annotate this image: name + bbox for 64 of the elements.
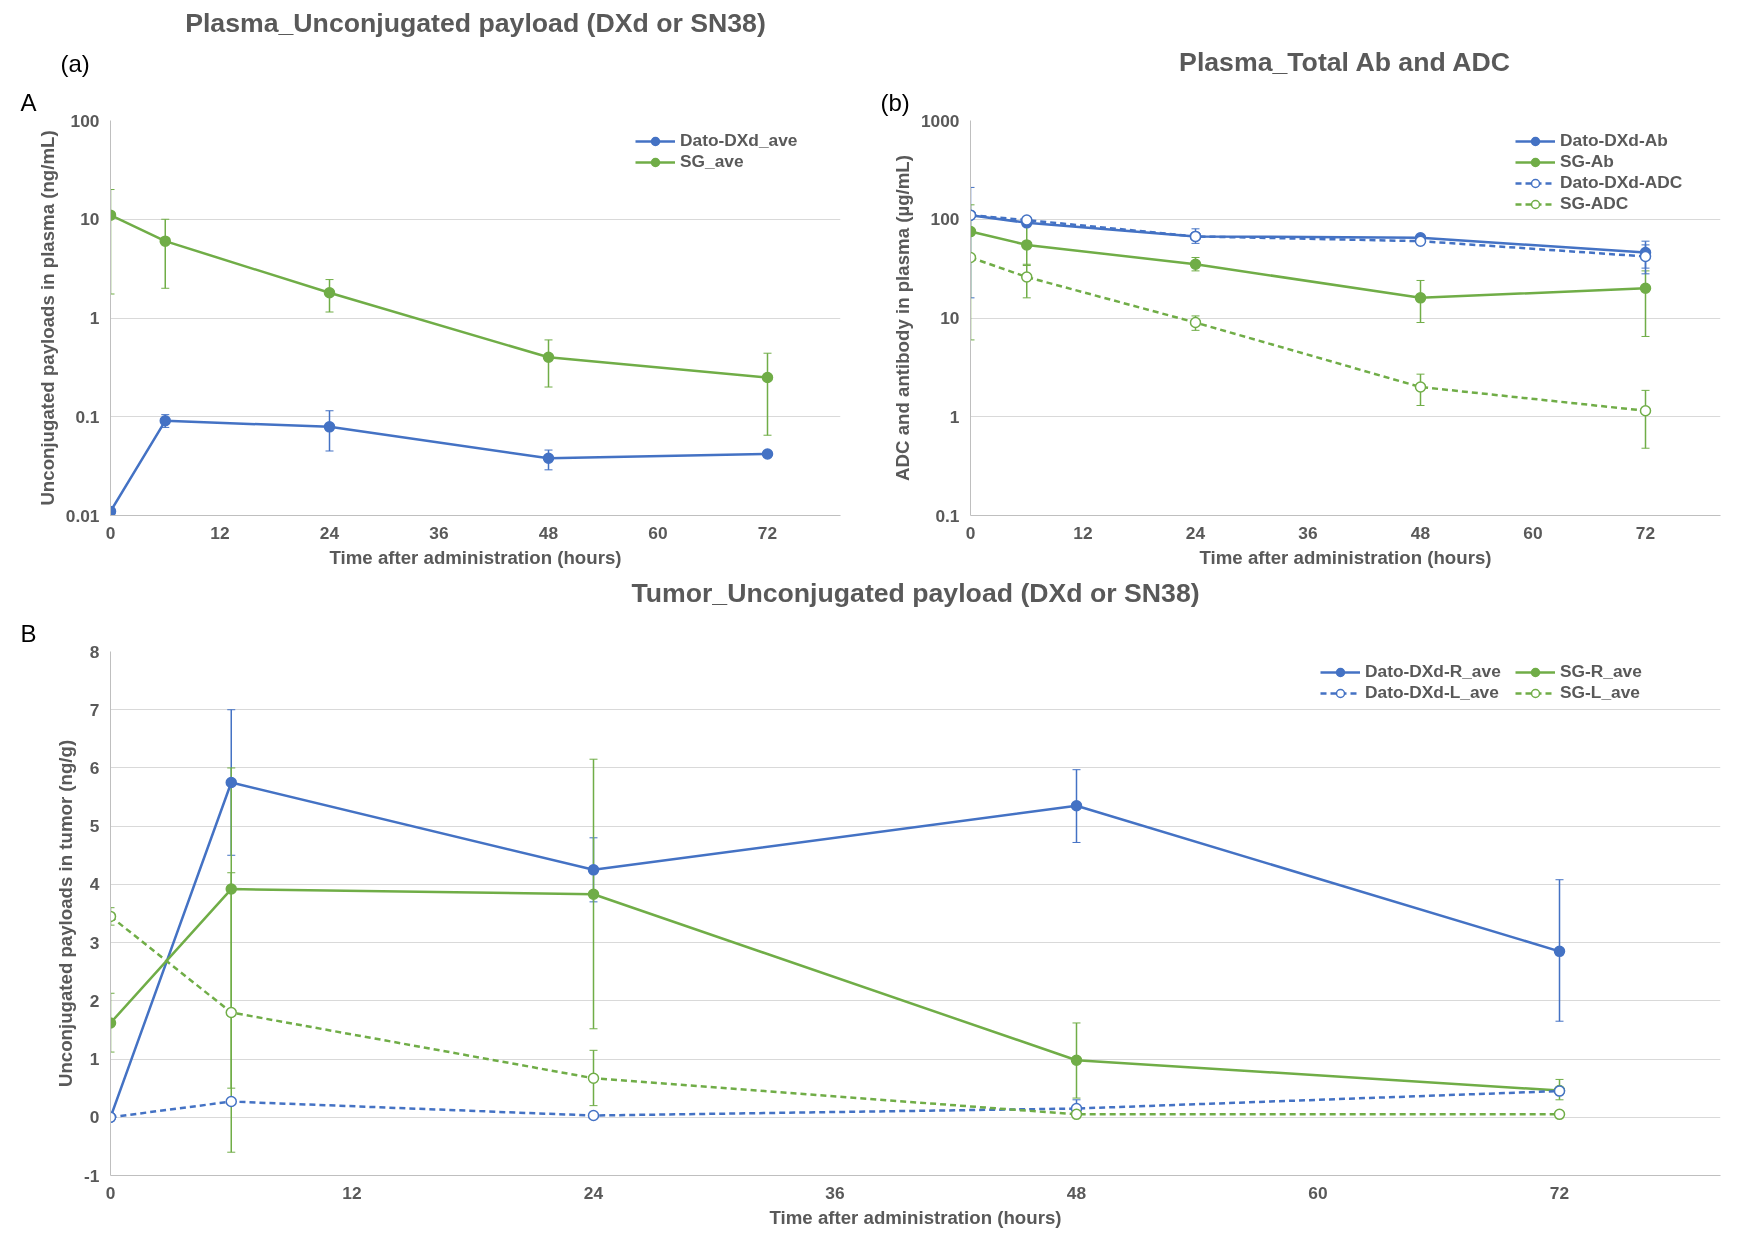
y-tick-label: 4 [89,874,100,895]
y-tick-label: 5 [89,816,100,837]
legend-label: Dato-DXd-Ab [1560,130,1669,151]
y-axis-title: Unconjugated payloads in plasma (ng/mL) [36,130,58,506]
y-tick-label: 1 [89,1049,100,1070]
x-tick-label: 36 [429,522,449,543]
x-tick-label: 12 [210,522,230,543]
x-tick-label: 12 [342,1182,362,1203]
x-tick-label: 72 [757,522,778,543]
y-tick-label: 1000 [920,110,960,131]
chart-title: Plasma_Unconjugated payload (DXd or SN38) [185,7,766,38]
x-tick-label: 24 [1185,522,1206,543]
y-tick-label: 8 [89,641,100,662]
y-tick-label: 1 [949,406,960,427]
chart-title: Plasma_Total Ab and ADC [1179,46,1510,77]
y-tick-label: 10 [80,209,100,230]
y-axis-title: Unconjugated payloads in tumor (ng/g) [55,739,77,1088]
legend-label: Dato-DXd-L_ave [1365,682,1500,703]
x-tick-label: 72 [1549,1182,1570,1203]
x-tick-label: 0 [965,522,976,543]
y-tick-label: 0.1 [75,406,100,427]
legend-label: SG-R_ave [1560,661,1643,682]
legend-label: Dato-DXd-ADC [1560,172,1684,193]
y-tick-label: 1 [89,308,100,328]
text: B [20,619,37,647]
y-tick-label: 3 [89,932,100,953]
x-tick-label: 24 [583,1182,604,1203]
x-tick-label: 60 [648,522,668,543]
y-tick-label: 6 [89,757,100,778]
y-tick-label: 2 [89,990,100,1011]
y-tick-label: 100 [70,110,100,131]
x-tick-label: 60 [1308,1182,1328,1203]
text: (b) [880,88,910,116]
legend-label: Dato-DXd_ave [680,130,799,151]
x-tick-label: 36 [1298,522,1318,543]
x-axis-title: Time after administration (hours) [769,1206,1062,1228]
legend-label: Dato-DXd-R_ave [1365,661,1502,682]
y-axis-title: ADC and antibody in plasma (µg/mL) [891,155,913,481]
y-tick-label: 100 [930,209,960,230]
x-tick-label: 48 [538,522,559,543]
x-tick-label: 24 [319,522,340,543]
text: A [20,88,37,116]
x-axis-title: Time after administration (hours) [1199,546,1492,568]
x-tick-label: 12 [1073,522,1093,543]
x-tick-label: 48 [1066,1182,1087,1203]
chart-title: Tumor_Unconjugated payload (DXd or SN38) [631,577,1200,608]
text: (a) [60,49,90,77]
x-tick-label: 0 [105,1182,116,1203]
x-tick-label: 72 [1635,522,1656,543]
y-tick-label: 0 [89,1107,100,1128]
legend-label: SG_ave [680,151,745,172]
x-axis-title: Time after administration (hours) [329,546,622,568]
y-tick-label: 7 [89,699,100,720]
legend-label: SG-Ab [1560,151,1615,172]
x-tick-label: 48 [1410,522,1431,543]
y-tick-label: 0.01 [65,505,100,526]
y-tick-label: 0.1 [935,505,960,526]
x-tick-label: 36 [825,1182,845,1203]
y-tick-label: -1 [84,1165,100,1186]
x-tick-label: 60 [1523,522,1543,543]
legend-label: SG-L_ave [1560,682,1641,703]
legend-label: SG-ADC [1560,193,1630,214]
x-tick-label: 0 [105,522,116,543]
y-tick-label: 10 [940,308,960,328]
